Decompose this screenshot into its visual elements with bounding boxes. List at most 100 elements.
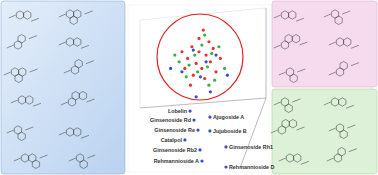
bond: [297, 69, 305, 72]
point: [196, 70, 199, 73]
point: [207, 40, 210, 43]
point: [224, 165, 227, 168]
point-label: Rehmannioside A: [154, 158, 199, 164]
z-axis: [266, 8, 267, 98]
point: [217, 45, 220, 48]
bond: [342, 11, 350, 14]
point: [173, 54, 176, 57]
ring: [80, 160, 87, 168]
bond: [7, 130, 14, 133]
ring: [335, 16, 342, 24]
bond: [297, 127, 305, 130]
bond: [87, 155, 95, 158]
bond: [30, 69, 38, 72]
ring: [340, 130, 347, 138]
ring: [16, 11, 23, 19]
point: [192, 118, 195, 121]
point: [193, 54, 196, 57]
ring: [336, 38, 343, 46]
bond: [69, 158, 76, 161]
ring: [292, 35, 299, 43]
point: [187, 64, 190, 67]
point: [206, 65, 209, 68]
point-label: Ginsenoside Rh1: [229, 144, 273, 150]
point: [202, 28, 205, 31]
ring: [24, 11, 31, 19]
ring: [19, 68, 26, 76]
bond: [300, 42, 308, 45]
point: [190, 45, 193, 48]
bond: [329, 128, 336, 131]
ring: [74, 128, 81, 136]
point-label: Ginsenoside Re: [154, 127, 195, 133]
ring: [282, 120, 289, 128]
ring: [66, 38, 73, 46]
bond: [329, 72, 336, 75]
ring: [74, 10, 81, 18]
ring: [18, 132, 25, 140]
point: [203, 77, 206, 80]
bond: [274, 45, 281, 48]
bond: [9, 15, 16, 18]
ring: [66, 128, 73, 136]
point: [213, 79, 216, 82]
ring: [344, 38, 351, 46]
point: [223, 67, 226, 70]
structures: [4, 10, 359, 169]
bond: [87, 99, 95, 102]
bond: [279, 158, 286, 161]
point: [207, 84, 210, 87]
point: [205, 60, 208, 63]
point-label: Ajugoside A: [213, 114, 244, 120]
bond: [292, 99, 300, 102]
point-label: Catalpol: [161, 137, 183, 143]
bond: [347, 125, 355, 128]
point: [208, 115, 211, 118]
bond: [25, 127, 33, 130]
point: [169, 67, 172, 70]
point: [180, 50, 183, 53]
point: [219, 57, 222, 60]
bond: [7, 45, 14, 48]
back-edge: [140, 20, 141, 108]
bond: [296, 18, 304, 21]
bond: [59, 14, 66, 17]
bond: [59, 132, 66, 135]
point: [192, 48, 195, 51]
ring: [21, 154, 28, 162]
ring: [72, 92, 79, 100]
bond: [349, 149, 357, 152]
bond: [81, 45, 89, 48]
ring: [339, 98, 346, 106]
ring: [26, 96, 33, 104]
bond: [279, 72, 286, 75]
point: [199, 75, 202, 78]
bottom-right-panel: [272, 89, 377, 174]
bond: [271, 130, 278, 133]
point: [189, 84, 192, 87]
point: [226, 74, 229, 77]
point: [208, 129, 211, 132]
bond: [324, 102, 331, 105]
bond: [351, 45, 359, 48]
point: [186, 57, 189, 60]
point: [178, 60, 181, 63]
left-panel: [1, 1, 125, 174]
point: [188, 109, 191, 112]
point: [200, 159, 203, 162]
ring: [32, 160, 39, 168]
point: [214, 70, 217, 73]
point-label: Rehmannioside D: [229, 164, 275, 170]
bond: [59, 42, 66, 45]
ring: [294, 154, 301, 162]
point: [200, 67, 203, 70]
point: [205, 54, 208, 57]
ring: [289, 11, 296, 19]
ring: [285, 104, 292, 112]
bond: [324, 14, 331, 17]
bond: [64, 70, 71, 73]
bond: [86, 61, 94, 64]
bond: [329, 42, 336, 45]
point: [196, 128, 199, 131]
figure: LobelinGinsenoside RdGinsenoside ReCatal…: [0, 0, 378, 175]
